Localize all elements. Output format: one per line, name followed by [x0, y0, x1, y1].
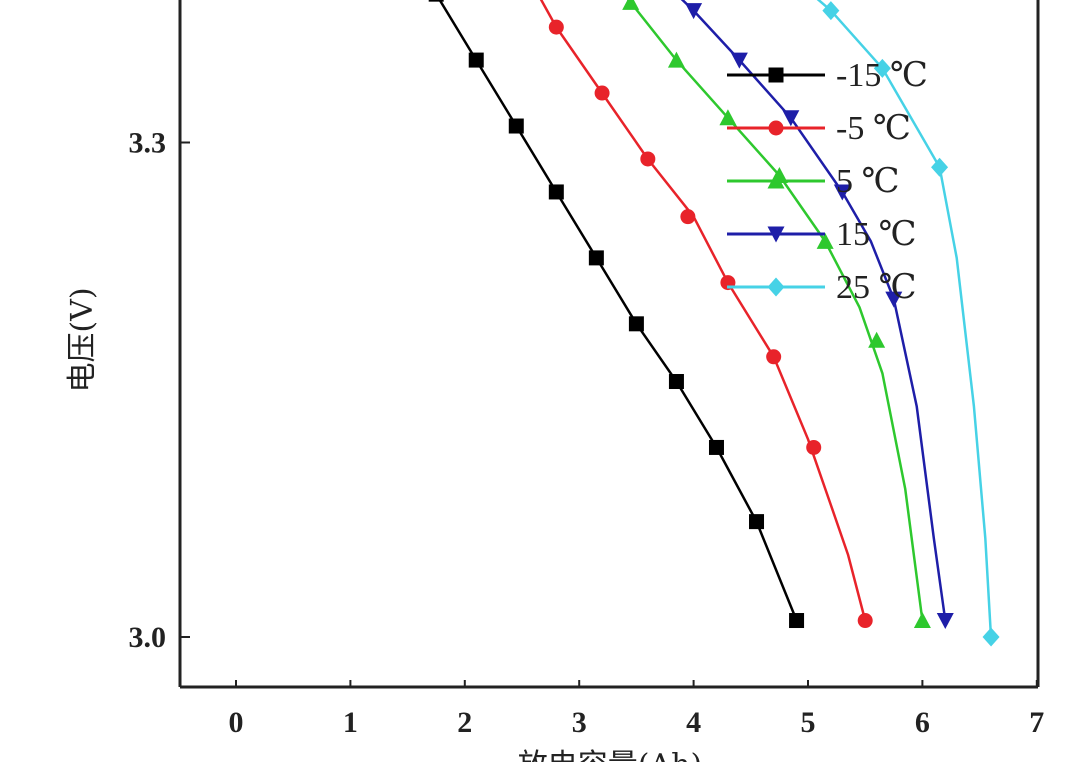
data-point [833, 184, 851, 201]
legend-item: 25 ℃ [727, 269, 917, 306]
x-tick-label: 5 [801, 706, 816, 739]
data-point [548, 19, 564, 35]
data-point [806, 439, 822, 455]
data-point [588, 250, 604, 266]
data-point [868, 331, 886, 348]
y-tick-label: 3.3 [129, 127, 167, 160]
data-point [708, 439, 724, 455]
series-line [539, 0, 867, 621]
data-point [668, 374, 684, 390]
series-2 [539, 0, 873, 629]
legend-marker [768, 67, 784, 83]
data-point [885, 291, 903, 308]
x-tick-label: 3 [572, 706, 587, 739]
data-point [982, 627, 1000, 647]
data-point [719, 109, 737, 126]
series-1 [428, 0, 805, 629]
legend-item: -15 ℃ [727, 57, 928, 94]
x-tick-label: 1 [343, 706, 358, 739]
series-line [626, 0, 924, 621]
legend-label: -5 ℃ [836, 110, 911, 147]
legend: -15 ℃ -5 ℃ 5 ℃ 15 ℃ 25 ℃ [727, 57, 928, 306]
data-point [816, 232, 834, 249]
data-point [622, 0, 640, 10]
series-line [438, 0, 798, 621]
data-point [508, 118, 524, 134]
data-point [931, 157, 949, 177]
legend-marker [768, 120, 784, 136]
data-point [468, 52, 484, 68]
legend-label: 15 ℃ [836, 216, 917, 253]
data-point [548, 184, 564, 200]
data-point [873, 58, 891, 78]
legend-label: 25 ℃ [836, 269, 917, 306]
data-point [789, 613, 805, 629]
data-point [913, 612, 931, 629]
x-tick-label: 6 [915, 706, 930, 739]
data-point [628, 316, 644, 332]
x-tick-label: 0 [229, 706, 244, 739]
data-point [667, 51, 685, 68]
legend-marker [767, 172, 785, 189]
series-5 [816, 0, 1000, 647]
data-point [730, 52, 748, 69]
legend-label: -15 ℃ [836, 57, 928, 94]
x-tick-label: 2 [457, 706, 472, 739]
data-point [685, 3, 703, 20]
legend-item: -5 ℃ [727, 110, 911, 147]
series-line [680, 0, 947, 621]
data-point [640, 151, 656, 167]
data-point [857, 613, 873, 629]
data-point [749, 514, 765, 530]
y-tick-label: 3.0 [129, 621, 167, 654]
x-axis-title: 放电容量(Ah) [518, 748, 702, 762]
plot-area [428, 0, 1000, 647]
data-point [428, 0, 444, 2]
data-point [680, 209, 696, 225]
x-tick-label: 4 [686, 706, 701, 739]
legend-marker [767, 277, 785, 297]
legend-label: 5 ℃ [836, 163, 900, 200]
data-point [782, 110, 800, 127]
data-point [766, 349, 782, 365]
y-axis-title: 电压(V) [65, 287, 100, 392]
axes [178, 0, 1040, 689]
x-tick-label: 7 [1029, 706, 1044, 739]
legend-marker [767, 226, 785, 243]
data-point [936, 613, 954, 630]
series-line [816, 0, 993, 638]
series-3 [622, 0, 931, 629]
legend-item: 15 ℃ [727, 216, 917, 253]
series-4 [680, 0, 954, 630]
data-point [822, 1, 840, 21]
legend-item: 5 ℃ [727, 163, 900, 200]
data-point [594, 85, 610, 101]
